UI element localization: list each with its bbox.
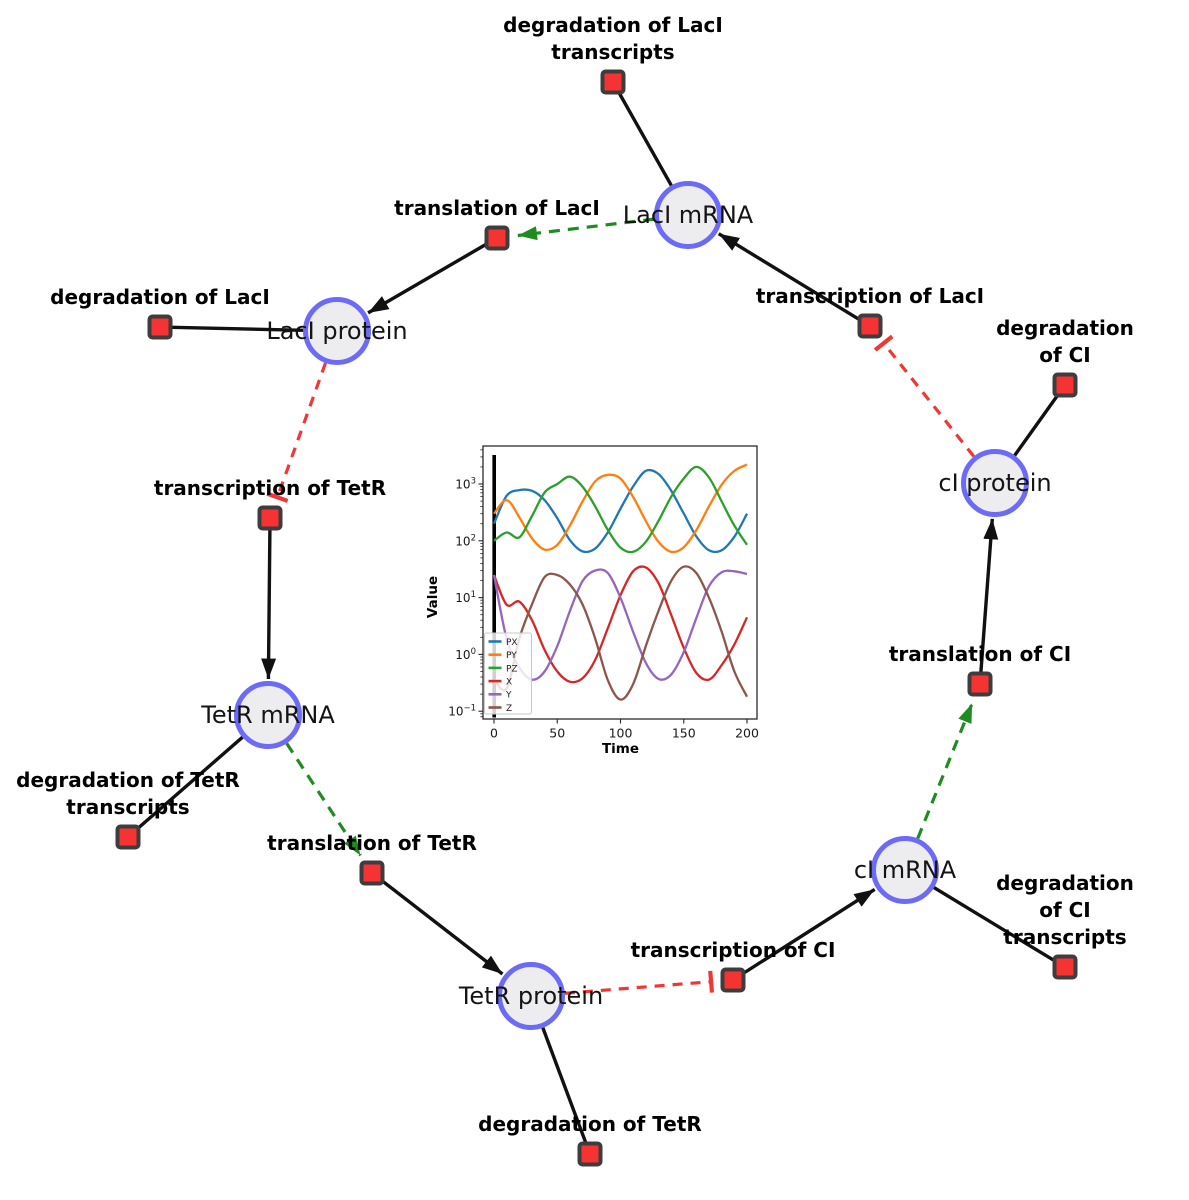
reaction-node-degradation-of-tetr[interactable] [577,1141,603,1167]
x-tick-label: 50 [549,726,565,741]
edge-inhibition-ci-protein-to-transcription-of-laci [873,334,976,458]
y-tick-label: 100 [455,647,476,662]
species-label-ci-protein: cI protein [938,469,1052,497]
reaction-label-transcription-of-tetr: transcription of TetR [153,476,387,500]
reaction-label-degradation-of-laci: degradation of LacI [50,285,270,309]
y-tick-label: 10−1 [448,704,476,719]
reaction-label-degradation-of-ci: degradation of CI [996,316,1134,367]
series-Z [493,565,749,701]
y-tick-label: 102 [455,533,476,548]
x-axis-title: Time [602,741,639,757]
edge-product-translation-of-tetr-to-tetr-protein [380,878,504,976]
species-node-ci-mrna[interactable] [871,836,939,904]
series-PX [492,468,749,554]
reaction-label-translation-of-laci: translation of LacI [394,196,600,220]
x-tick-label: 150 [672,726,696,741]
species-node-laci-protein[interactable] [303,297,371,365]
edge-reactant-ci-protein-to-degradation-of-ci [1012,393,1060,458]
reaction-label-degradation-of-ci-transcripts: degradation of CI transcripts [996,871,1134,949]
species-node-tetr-protein[interactable] [497,962,565,1030]
reaction-label-degradation-of-laci-transcripts: degradation of LacI transcripts [503,13,723,64]
legend-item-PZ: PZ [506,664,518,674]
reaction-label-transcription-of-ci: transcription of CI [630,938,836,962]
reaction-node-degradation-of-laci-transcripts[interactable] [600,69,626,95]
species-node-laci-mrna[interactable] [654,181,722,249]
legend-item-X: X [506,678,512,688]
reaction-node-transcription-of-laci[interactable] [857,313,883,339]
edge-product-transcription-of-tetr-to-tetr-mrna [261,529,277,680]
x-tick-label: 200 [735,726,759,741]
edge-inhibition-laci-protein-to-transcription-of-tetr [266,362,328,503]
reaction-node-transcription-of-tetr[interactable] [257,505,283,531]
edge-product-translation-of-laci-to-laci-protein [367,242,488,315]
edge-modifier-tetr-mrna-to-translation-of-tetr [285,742,362,857]
reaction-label-translation-of-tetr: translation of TetR [267,831,477,855]
legend-item-PY: PY [506,651,517,661]
reaction-label-translation-of-ci: translation of CI [888,642,1072,666]
simulation-plot: 103 102 101 100 10−1 0 50 100 150 200 PX PY PZ XYZ Tim… [425,445,759,757]
species-label-ci-mrna: cI mRNA [853,856,957,884]
edge-group [135,91,1060,1144]
reaction-node-degradation-of-ci[interactable] [1052,372,1078,398]
edge-reactant-laci-mrna-to-degradation-of-laci-transcripts [617,91,674,188]
edge-modifier-laci-mrna-to-translation-of-laci [517,217,655,241]
series-PY [493,463,748,554]
reaction-label-degradation-of-tetr: degradation of TetR [478,1112,702,1136]
x-tick-label: 100 [609,726,633,741]
reaction-node-degradation-of-ci-transcripts[interactable] [1052,954,1078,980]
x-tick-label: 0 [490,726,498,741]
species-label-laci-mrna: LacI mRNA [622,201,754,229]
species-label-laci-protein: LacI protein [266,317,408,345]
reaction-node-translation-of-ci[interactable] [967,671,993,697]
edge-product-transcription-of-ci-to-ci-mrna [742,887,876,975]
y-tick-label: 101 [455,590,476,605]
series-Y [492,568,748,681]
reaction-node-degradation-of-tetr-transcripts[interactable] [115,824,141,850]
edge-modifier-ci-mrna-to-translation-of-ci [916,702,974,840]
reaction-node-transcription-of-ci[interactable] [720,967,746,993]
legend-item-PX: PX [506,638,518,648]
edge-product-transcription-of-laci-to-laci-mrna [717,232,861,322]
edge-reactant-ci-mrna-to-degradation-of-ci-transcripts [932,885,1056,963]
reaction-node-degradation-of-laci[interactable] [147,314,173,340]
edge-reactant-tetr-protein-to-degradation-of-tetr [540,1026,588,1144]
y-tick-label: 103 [455,477,476,492]
species-label-tetr-mrna: TetR mRNA [201,701,335,729]
species-node-ci-protein[interactable] [961,449,1029,517]
reaction-node-translation-of-laci[interactable] [484,225,510,251]
legend-item-Y: Y [505,691,512,701]
reaction-label-transcription-of-laci: transcription of LacI [755,284,985,308]
edge-inhibition-tetr-protein-to-transcription-of-ci [564,970,715,995]
reaction-label-degradation-of-tetr-transcripts: degradation of TetR transcripts [16,768,240,819]
reaction-node-translation-of-tetr[interactable] [359,860,385,886]
legend-item-Z: Z [506,704,512,714]
series-PZ [493,465,748,554]
species-node-tetr-mrna[interactable] [234,681,302,749]
edge-reactant-tetr-mrna-to-degradation-of-tetr-transcripts [135,735,245,831]
edge-product-translation-of-ci-to-ci-protein [979,518,999,673]
species-label-tetr-protein: TetR protein [458,982,604,1010]
y-axis-title: Value [425,576,441,618]
edge-reactant-laci-protein-to-degradation-of-laci [171,325,305,332]
